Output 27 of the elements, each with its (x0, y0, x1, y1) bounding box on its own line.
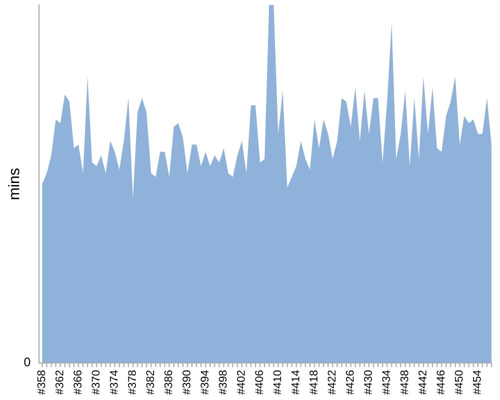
x-tick-label: #362 (55, 370, 64, 395)
x-tick-label: #406 (255, 370, 264, 395)
x-tick-label: #378 (128, 370, 136, 395)
x-tick-label: #402 (236, 370, 245, 395)
text: 0 (24, 358, 30, 366)
x-tick-label: #386 (164, 370, 172, 395)
x-tick-label: #430 (364, 370, 372, 395)
x-tick-label: #446 (436, 370, 445, 395)
x-tick-label: #394 (200, 370, 209, 395)
x-tick-label: #426 (346, 370, 354, 395)
x-tick-label: #434 (382, 370, 390, 395)
x-tick-label: #398 (218, 370, 227, 395)
x-tick-label: #370 (92, 370, 100, 395)
x-tick-label: #442 (418, 370, 426, 395)
x-tick-label: #414 (292, 370, 300, 395)
x-tick-label: #374 (110, 370, 118, 395)
x-tick-label: #418 (310, 370, 318, 395)
x-tick-label: #438 (400, 370, 408, 395)
x-tick-label: #410 (273, 370, 282, 395)
x-tick-label: #454 (473, 370, 481, 395)
x-tick-label: #450 (454, 370, 463, 395)
x-tick-label: #358 (37, 370, 46, 395)
x-tick-label: #422 (328, 370, 336, 395)
x-tick-label: #366 (74, 370, 82, 395)
y-axis-title: mins (8, 168, 20, 200)
x-tick-label: #382 (146, 370, 154, 395)
x-tick-label: #390 (182, 370, 190, 395)
